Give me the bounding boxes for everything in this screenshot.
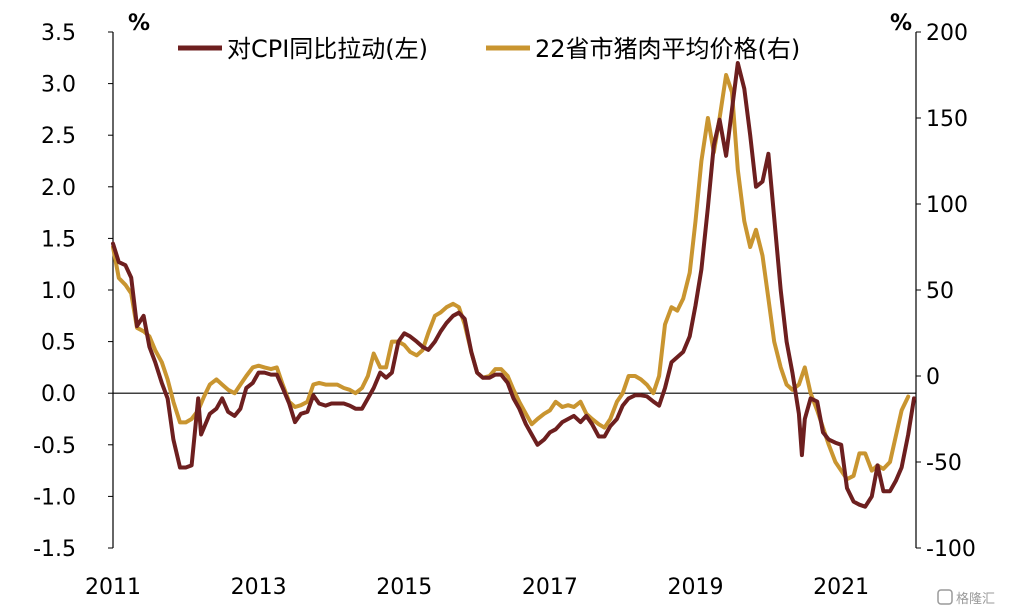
chart-axes [112, 32, 917, 548]
series-line-cpi-contribution [111, 61, 916, 509]
x-axis-tick-label: 2013 [231, 575, 287, 600]
watermark-text: 格隆汇 [956, 591, 995, 607]
left-axis-ticks: 3.5 3.0 2.5 2.0 1.5 1.0 0.5 0.0 -0.5 -1.0 -1.5 [33, 21, 113, 562]
left-axis-tick-label: -1.5 [33, 537, 76, 562]
x-axis-tick-label: 2017 [522, 575, 578, 600]
left-axis-unit: % [128, 11, 150, 36]
left-axis-tick-label: 1.5 [41, 227, 76, 252]
left-axis-tick-label: 3.5 [41, 21, 76, 46]
right-axis-tick-label: 50 [926, 279, 954, 304]
left-axis-tick-label: 3.0 [41, 73, 76, 98]
left-axis-tick-label: -0.5 [33, 434, 76, 459]
x-axis-tick-label: 2021 [813, 575, 869, 600]
watermark: 格隆汇 [937, 589, 995, 607]
series-line-pork-price [111, 73, 911, 482]
x-axis-tick-label: 2019 [668, 575, 724, 600]
legend-label-cpi-contribution: 对CPI同比拉动(左) [227, 35, 428, 63]
left-axis-tick-label: 2.0 [41, 176, 76, 201]
right-axis-tick-label: -100 [926, 537, 976, 562]
left-axis-tick-label: 1.0 [41, 279, 76, 304]
left-axis-tick-label: -1.0 [33, 485, 76, 510]
legend-label-pork-price: 22省市猪肉平均价格(右) [535, 35, 800, 63]
left-axis-tick-label: 2.5 [41, 124, 76, 149]
right-axis-tick-label: 100 [926, 193, 968, 218]
right-axis-tick-label: 150 [926, 107, 968, 132]
legend: 对CPI同比拉动(左) 22省市猪肉平均价格(右) [178, 35, 800, 63]
x-axis-ticks: 2011 2013 2015 2017 2019 2021 [85, 575, 869, 600]
right-axis-unit: % [890, 11, 912, 36]
right-axis-ticks: 200 150 100 50 0 -50 -100 [916, 21, 976, 562]
right-axis-tick-label: 200 [926, 21, 968, 46]
x-axis-tick-label: 2015 [376, 575, 432, 600]
left-axis-tick-label: 0.5 [41, 331, 76, 356]
watermark-logo-icon [937, 589, 953, 605]
right-axis-tick-label: 0 [926, 365, 940, 390]
series-lines [111, 61, 916, 509]
x-axis-tick-label: 2011 [85, 575, 141, 600]
right-axis-tick-label: -50 [926, 451, 962, 476]
left-axis-tick-label: 0.0 [41, 382, 76, 407]
